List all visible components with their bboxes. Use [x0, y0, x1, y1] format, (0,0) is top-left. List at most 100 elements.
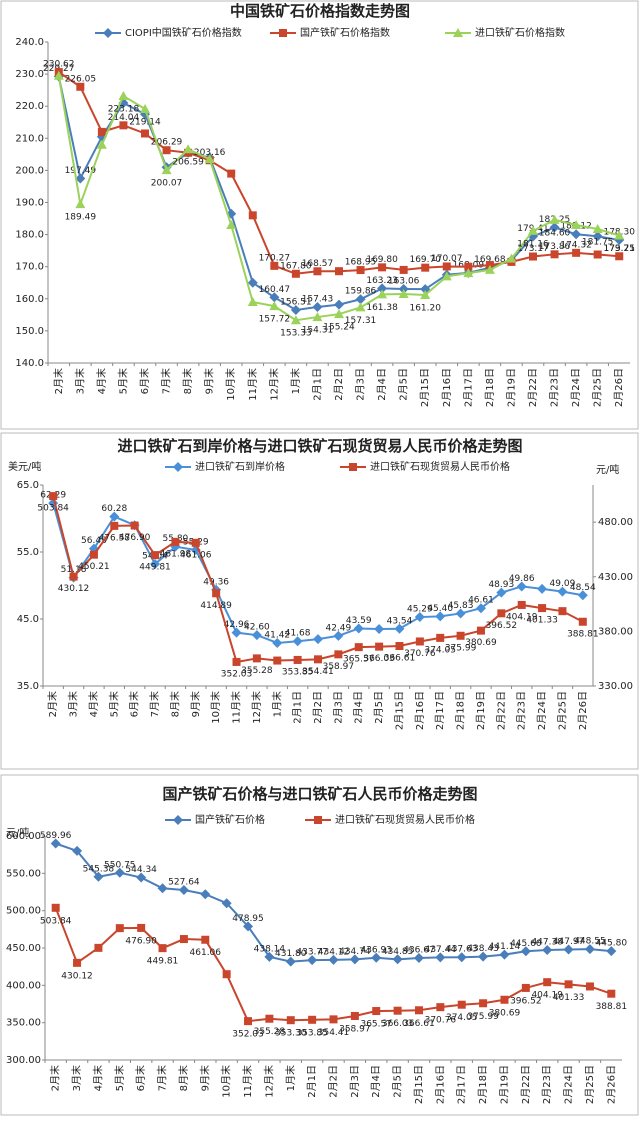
- data-label: 447.38: [531, 937, 563, 947]
- x-tick-label: 2月22日: [527, 368, 539, 407]
- marker: [577, 590, 588, 601]
- marker: [478, 951, 489, 962]
- marker: [475, 603, 486, 614]
- marker: [355, 302, 366, 312]
- data-label: 448.55: [574, 937, 606, 947]
- x-tick-label: 7月末: [160, 368, 173, 394]
- data-label: 447.97: [553, 937, 585, 947]
- x-tick-label: 2月18日: [484, 368, 496, 407]
- data-label: 206.59: [172, 158, 204, 168]
- data-label: 49.36: [203, 577, 229, 587]
- x-tick-label: 2月3日: [349, 1065, 361, 1098]
- x-tick-label: 2月1日: [306, 1065, 318, 1098]
- marker: [529, 252, 537, 261]
- data-label: 430.12: [58, 584, 90, 594]
- y-tick-label: 220.0: [15, 101, 44, 112]
- data-label: 445.80: [596, 939, 628, 949]
- marker: [272, 637, 283, 648]
- data-label: 226.05: [65, 74, 97, 84]
- data-label: 503.84: [37, 504, 69, 514]
- x-tick-label: 2月15日: [413, 1065, 425, 1104]
- data-label: 155.24: [323, 323, 355, 333]
- marker: [542, 944, 553, 955]
- marker: [456, 952, 467, 963]
- x-tick-label: 2月18日: [455, 691, 467, 730]
- marker: [496, 587, 507, 598]
- marker: [247, 277, 258, 288]
- marker: [349, 463, 357, 471]
- x-tick-label: 2月末: [46, 691, 59, 717]
- marker: [73, 958, 82, 967]
- marker: [378, 263, 387, 272]
- marker: [436, 633, 445, 642]
- marker: [313, 267, 322, 276]
- x-tick-label: 2月3日: [332, 691, 344, 724]
- marker: [455, 608, 466, 619]
- marker: [308, 1015, 317, 1024]
- x-tick-label: 2月5日: [398, 368, 410, 401]
- marker: [75, 199, 86, 209]
- marker: [103, 28, 113, 38]
- marker: [141, 129, 149, 138]
- x-tick-label: 2月26日: [577, 691, 589, 730]
- legend-label: 进口铁矿石现货贸易人民币价格: [370, 460, 510, 473]
- data-label: 353.85: [282, 667, 314, 677]
- x-tick-label: 7月末: [156, 1065, 169, 1091]
- data-label: 449.81: [147, 957, 179, 967]
- marker: [607, 989, 616, 998]
- marker: [375, 642, 384, 651]
- marker: [151, 551, 160, 560]
- data-label: 153.33: [280, 329, 312, 339]
- marker: [334, 650, 343, 659]
- marker: [592, 223, 603, 233]
- x-tick-label: 2月17日: [434, 691, 446, 730]
- marker: [49, 492, 58, 501]
- marker: [50, 838, 61, 849]
- data-label: 401.33: [526, 616, 558, 626]
- marker: [157, 883, 168, 894]
- legend-label: 国产铁矿石价格指数: [300, 26, 390, 39]
- marker: [557, 586, 568, 597]
- data-label: 214.04: [108, 113, 140, 123]
- marker: [415, 637, 424, 646]
- data-label: 157.72: [259, 315, 291, 325]
- data-label: 41.68: [285, 629, 311, 639]
- data-label: 184.60: [539, 228, 571, 238]
- marker: [521, 983, 530, 992]
- data-label: 51.18: [61, 565, 87, 575]
- data-label: 365.57: [360, 1020, 392, 1030]
- y2-tick-label: 380.00: [598, 626, 633, 637]
- x-tick-label: 9月末: [189, 691, 202, 717]
- data-label: 169.68: [474, 255, 506, 265]
- marker: [286, 1016, 295, 1025]
- data-label: 48.54: [570, 583, 596, 593]
- data-label: 396.52: [510, 996, 542, 1006]
- x-tick-label: 4月末: [91, 1065, 104, 1091]
- marker: [150, 559, 161, 570]
- marker: [371, 952, 382, 963]
- marker: [464, 262, 473, 271]
- x-tick-label: 9月末: [198, 1065, 211, 1091]
- y-tick-label: 550.00: [6, 868, 41, 879]
- legend-label: 进口铁矿石价格指数: [475, 26, 565, 39]
- marker: [118, 90, 129, 100]
- marker: [232, 657, 241, 666]
- data-label: 437.44: [425, 945, 457, 955]
- chart-title: 进口铁矿石到岸价格与进口铁矿石现货贸易人民币价格走势图: [117, 437, 522, 455]
- marker: [243, 921, 254, 932]
- marker: [564, 980, 573, 989]
- marker: [484, 264, 495, 274]
- marker: [191, 538, 200, 547]
- data-label: 366.61: [403, 1019, 435, 1029]
- data-label: 527.64: [168, 878, 200, 888]
- marker: [244, 1017, 253, 1026]
- data-label: 433.77: [296, 948, 328, 958]
- marker: [479, 999, 488, 1008]
- marker: [520, 946, 531, 957]
- x-tick-label: 2月24日: [536, 691, 548, 730]
- marker: [69, 572, 78, 581]
- marker: [291, 269, 300, 278]
- marker: [227, 169, 236, 178]
- x-tick-label: 2月24日: [570, 368, 582, 407]
